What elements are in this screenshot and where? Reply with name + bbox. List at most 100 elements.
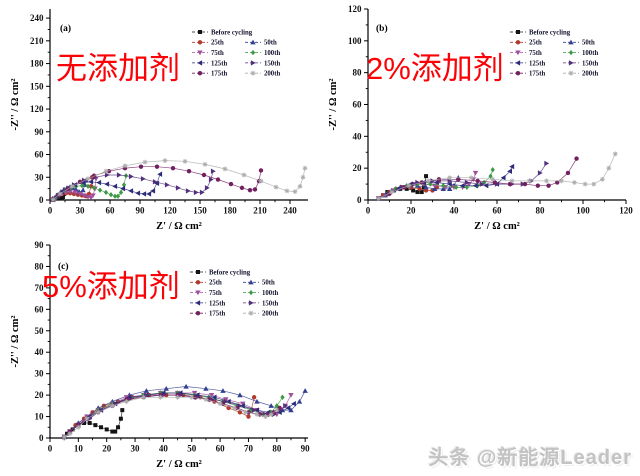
svg-text:20: 20 [407, 206, 417, 216]
svg-text:210: 210 [253, 206, 267, 216]
nyquist-panel-a: 0 30 60 90 120 150 180 210 240 0 30 60 90 120 150 180 21… [6, 2, 320, 234]
svg-text:150: 150 [193, 206, 207, 216]
svg-text:0: 0 [48, 444, 53, 454]
watermark: 头条 @新能源Leader [428, 447, 632, 469]
svg-text:75th: 75th [209, 290, 222, 297]
axes [367, 9, 626, 201]
svg-text:80: 80 [353, 68, 363, 78]
svg-text:60: 60 [493, 206, 503, 216]
x-axis-ticks: 0 10 20 30 40 50 60 70 80 90 [48, 438, 310, 454]
y-axis-ticks: 0 10 20 30 40 50 60 70 80 90 [35, 240, 50, 443]
svg-text:50th: 50th [262, 280, 275, 287]
star-marker [389, 189, 395, 195]
nyquist-panel-c: 0 10 20 30 40 50 60 70 80 90 0 10 20 30 40 50 60 70 80 90 Z'… [6, 238, 320, 472]
svg-text:125th: 125th [529, 60, 545, 67]
svg-text:20: 20 [35, 390, 45, 400]
svg-text:120: 120 [163, 206, 177, 216]
svg-text:30: 30 [35, 172, 45, 182]
svg-text:200th: 200th [582, 71, 598, 78]
star-marker [222, 166, 228, 172]
legend: Before cycling 25th 50th 75th 100th 125th 150t… [510, 29, 598, 78]
star-marker [297, 183, 303, 189]
star-marker [141, 394, 146, 400]
svg-text:25th: 25th [209, 280, 222, 287]
svg-text:100: 100 [348, 36, 362, 46]
svg-text:70: 70 [35, 283, 45, 293]
svg-text:60: 60 [35, 304, 45, 314]
svg-text:90: 90 [136, 206, 146, 216]
svg-text:25th: 25th [529, 40, 542, 47]
svg-text:Before cycling: Before cycling [211, 29, 253, 36]
svg-text:50: 50 [35, 326, 45, 336]
svg-text:60: 60 [216, 444, 226, 454]
svg-text:120: 120 [30, 104, 44, 114]
series-150th [62, 392, 289, 440]
star-marker [273, 184, 279, 190]
star-marker [612, 151, 618, 157]
svg-text:80: 80 [272, 444, 282, 454]
svg-text:180: 180 [30, 59, 44, 69]
star-marker [254, 412, 260, 417]
svg-text:60: 60 [35, 150, 45, 160]
star-marker [175, 394, 180, 400]
star-marker [122, 163, 128, 169]
legend: Before cycling 25th 50th 75th 100th 125th 150t… [190, 269, 278, 318]
svg-text:75th: 75th [211, 50, 224, 57]
star-marker [300, 174, 306, 180]
star-marker [258, 178, 264, 184]
y-axis-label: -Z'' / Ω cm² [10, 78, 21, 130]
svg-text:100th: 100th [582, 50, 598, 57]
svg-text:40: 40 [353, 131, 363, 141]
svg-text:10: 10 [74, 444, 84, 454]
svg-text:0: 0 [366, 206, 371, 216]
star-marker [509, 178, 515, 184]
nyquist-chart-c: 0 10 20 30 40 50 60 70 80 90 0 10 20 30 40 50 60 70 80 90 Z'… [10, 240, 310, 470]
x-axis-label: Z' / Ω cm² [474, 221, 520, 232]
svg-text:30: 30 [76, 206, 86, 216]
svg-text:210: 210 [30, 36, 44, 46]
svg-text:125th: 125th [209, 300, 225, 307]
star-marker [599, 176, 605, 182]
svg-text:25th: 25th [211, 40, 224, 47]
star-marker [490, 176, 496, 182]
star-marker [85, 176, 91, 182]
svg-text:40: 40 [35, 347, 45, 357]
star-marker [559, 178, 564, 184]
star-marker [103, 168, 109, 174]
annotation-additive: 2%添加剂 [366, 51, 504, 86]
svg-text:150: 150 [30, 81, 44, 91]
series-200th [61, 394, 280, 440]
star-marker [248, 310, 254, 316]
star-marker [67, 431, 73, 437]
svg-text:240: 240 [283, 206, 297, 216]
nyquist-panel-b: 0 20 40 60 80 100 120 0 20 40 60 80 100 120 Z' / Ω cm²… [324, 2, 638, 234]
star-marker [376, 196, 382, 201]
x-axis-label: Z' / Ω cm² [156, 459, 202, 470]
star-marker [284, 188, 290, 194]
star-marker [568, 70, 574, 76]
y-axis-ticks: 0 20 40 60 80 100 120 [348, 4, 368, 205]
star-marker [425, 178, 431, 184]
annotation-additive: 无添加剂 [56, 51, 180, 86]
star-marker [606, 165, 612, 171]
svg-text:0: 0 [48, 206, 53, 216]
nyquist-chart-a: 0 30 60 90 120 150 180 210 240 0 30 60 90 120 150 180 21… [10, 9, 308, 232]
star-marker [69, 183, 75, 189]
series-100th [62, 390, 285, 440]
svg-text:0: 0 [39, 195, 44, 205]
star-marker [447, 175, 453, 181]
svg-text:10: 10 [35, 412, 45, 422]
svg-text:180: 180 [223, 206, 237, 216]
nyquist-chart-b: 0 20 40 60 80 100 120 0 20 40 60 80 100 120 Z' / Ω cm²… [328, 4, 633, 232]
svg-text:175th: 175th [209, 311, 225, 318]
svg-text:0: 0 [357, 195, 362, 205]
star-marker [268, 412, 274, 417]
svg-text:60: 60 [106, 206, 116, 216]
svg-text:40: 40 [159, 444, 169, 454]
legend: Before cycling 25th 50th 75th 100th 125th 150t… [192, 29, 280, 78]
star-marker [57, 191, 63, 197]
star-marker [202, 161, 208, 167]
panel-letter: (b) [376, 23, 388, 34]
star-marker [231, 405, 237, 411]
